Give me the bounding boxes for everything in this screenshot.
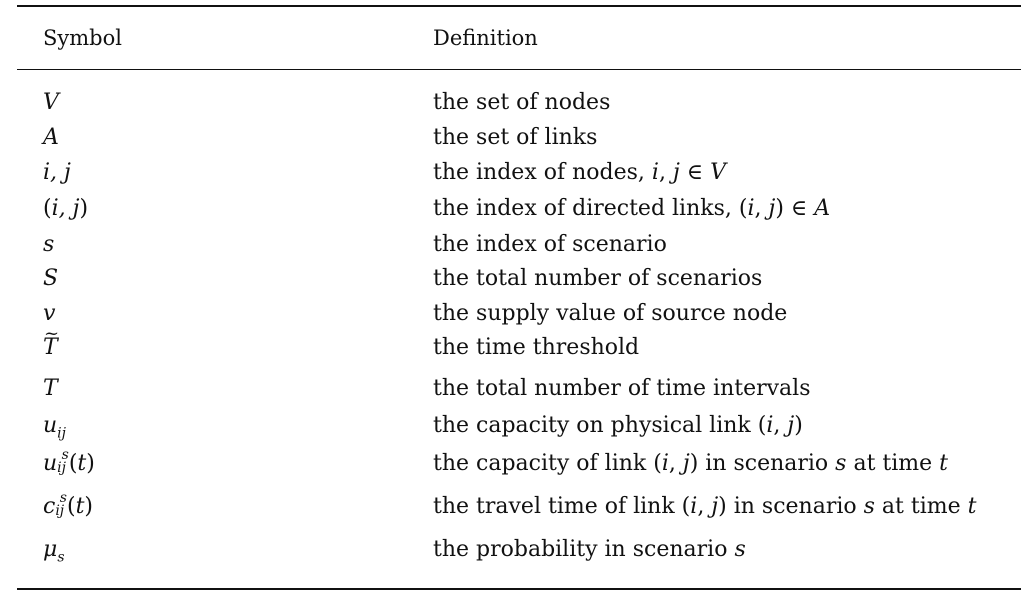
symbol-cell: c s ij (t) <box>43 490 93 519</box>
symbol-cell: T <box>43 376 58 401</box>
definition-cell: the set of nodes <box>433 90 611 115</box>
symbol-header: Symbol <box>43 26 122 50</box>
symbol-cell: (i, j) <box>43 196 89 221</box>
table-row: u s ij (t) the capacity of link (i, j) in … <box>0 447 1035 481</box>
symbol-cell: s <box>43 232 55 257</box>
definition-cell: the travel time of link (i, j) in scenar… <box>433 494 977 519</box>
table-row: A the set of links <box>0 121 1035 155</box>
definition-cell: the supply value of source node <box>433 301 788 326</box>
definition-header: Definition <box>433 26 538 50</box>
symbol-cell: S <box>43 266 59 291</box>
table-row: T the time threshold <box>0 317 1035 365</box>
definition-cell: the set of links <box>433 125 598 150</box>
table-row: μs the probability in scenario s <box>0 533 1035 567</box>
definition-cell: the total number of time intervals <box>433 376 811 401</box>
definition-cell: the capacity on physical link (i, j) <box>433 413 803 438</box>
header-rule <box>17 69 1021 71</box>
table-row: c s ij (t) the travel time of link (i, j) … <box>0 490 1035 524</box>
definition-cell: the index of nodes, i, j ∈ V <box>433 160 726 185</box>
table-row: i, j the index of nodes, i, j ∈ V <box>0 156 1035 190</box>
symbol-cell: T <box>43 317 59 365</box>
definition-cell: the total number of scenarios <box>433 266 763 291</box>
table-row: T the total number of time intervals <box>0 372 1035 406</box>
definition-cell: the index of directed links, (i, j) ∈ A <box>433 196 831 221</box>
table-row: v the supply value of source node <box>0 297 1035 331</box>
table-row: S the total number of scenarios <box>0 262 1035 296</box>
definition-cell: the probability in scenario s <box>433 537 746 562</box>
table-row: uij the capacity on physical link (i, j) <box>0 409 1035 443</box>
symbol-cell: i, j <box>43 160 71 185</box>
symbol-cell: A <box>43 125 59 150</box>
table-row: (i, j) the index of directed links, (i, … <box>0 192 1035 226</box>
table-row: s the index of scenario <box>0 228 1035 262</box>
definition-cell: the index of scenario <box>433 232 667 257</box>
bottom-rule <box>17 588 1021 590</box>
definition-cell: the capacity of link (i, j) in scenario … <box>433 451 949 476</box>
table-row: V the set of nodes <box>0 86 1035 120</box>
symbol-cell: V <box>43 90 59 115</box>
symbol-cell: μs <box>43 537 65 566</box>
symbol-cell: uij <box>43 413 66 442</box>
definition-cell: the time threshold <box>433 335 640 360</box>
top-rule <box>17 5 1021 7</box>
symbol-cell: u s ij (t) <box>43 447 95 476</box>
